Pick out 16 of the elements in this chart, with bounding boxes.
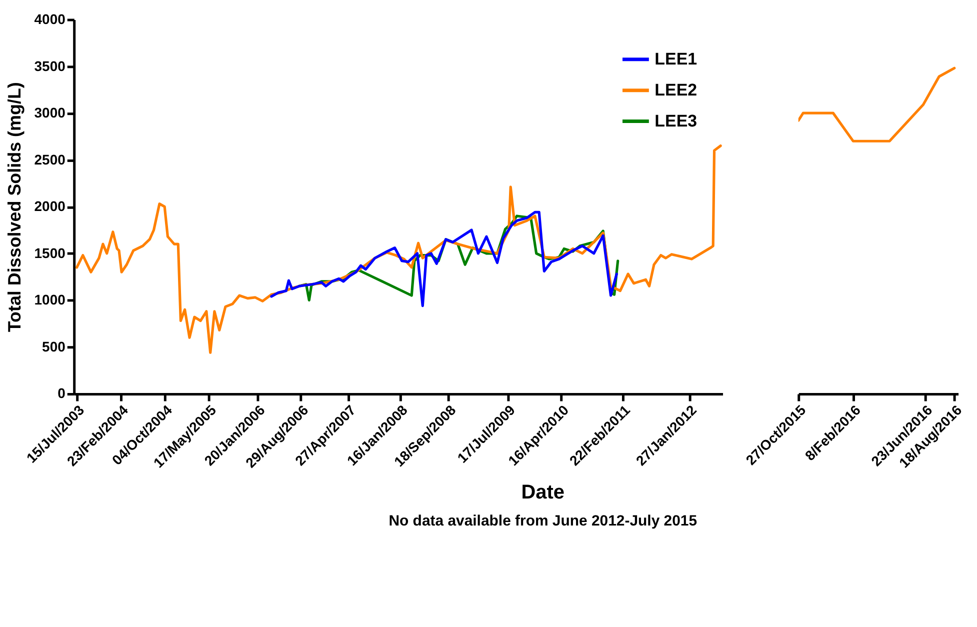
y-tick-label: 0 (58, 385, 66, 402)
text: No data available from June 2012-July 2015 (388, 512, 698, 530)
y-tick-label: 3000 (34, 104, 66, 121)
y-tick-label: 2500 (34, 151, 66, 168)
legend-label: LEE1 (654, 49, 698, 68)
y-axis-title: Total Dissolved Solids (mg/L) (4, 82, 24, 332)
y-tick-label: 4000 (34, 10, 66, 27)
legend-label: LEE2 (654, 80, 698, 100)
legend-label: LEE3 (654, 111, 698, 130)
line-series (270, 210, 618, 308)
y-tick-label: 2000 (34, 198, 66, 214)
y-tick-label: 1500 (34, 244, 66, 261)
x-axis-title: Date (521, 482, 564, 504)
y-tick-label: 1000 (34, 292, 66, 308)
y-tick-label: 3500 (34, 58, 66, 74)
y-tick-label: 500 (42, 338, 66, 354)
